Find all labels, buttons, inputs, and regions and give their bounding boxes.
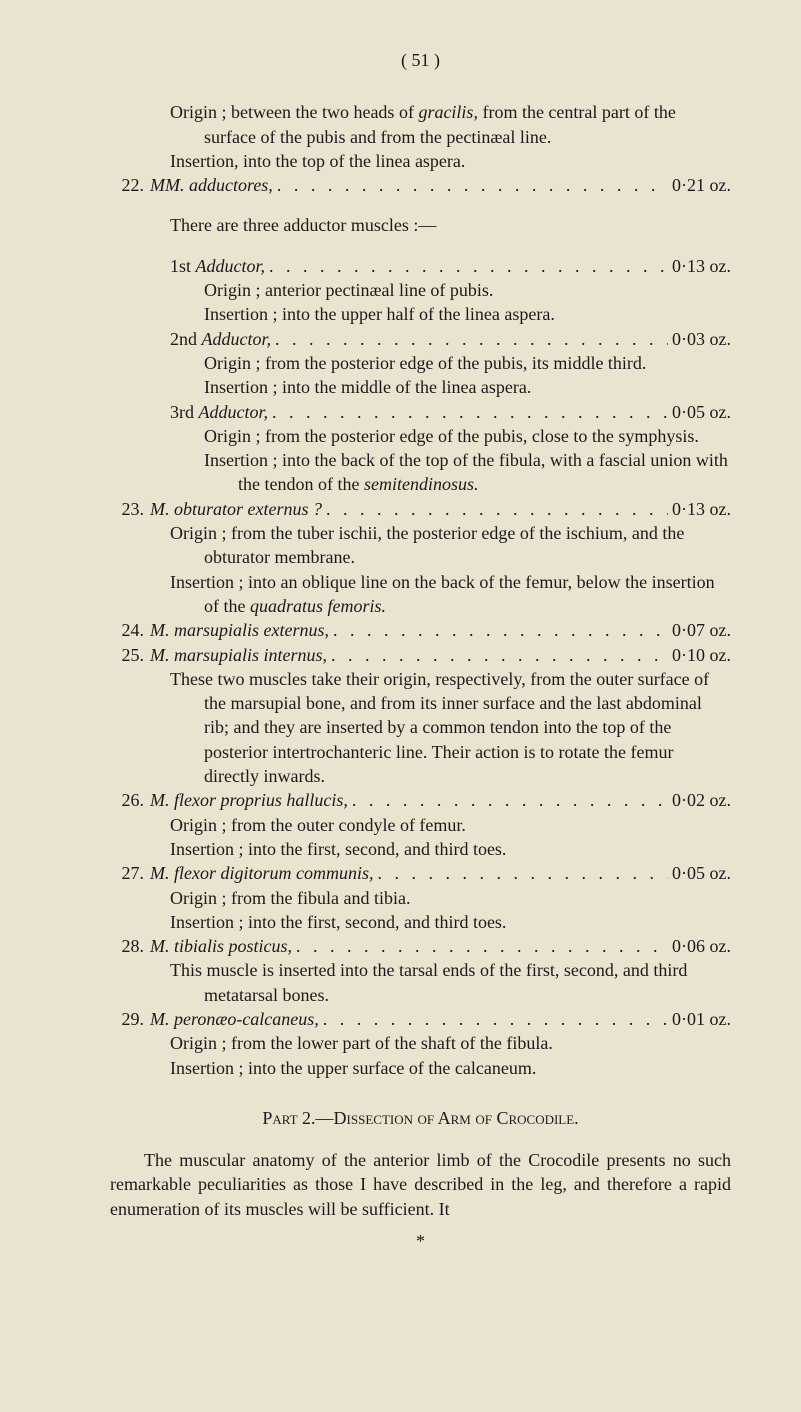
entry-26-insert: Insertion ; into the first, second, and … (110, 837, 731, 861)
entry-number: 27. (110, 861, 144, 885)
entry-weight: 0·21 oz. (672, 173, 731, 197)
final-paragraph: The muscular anatomy of the anterior lim… (110, 1148, 731, 1221)
entry-29-insert: Insertion ; into the upper surface of th… (110, 1056, 731, 1080)
entry-23-insert: Insertion ; into an oblique line on the … (110, 570, 731, 619)
dot-leader (272, 400, 668, 424)
entry-27-line: 27. M. flexor digitorum communis, 0·05 o… (110, 861, 731, 885)
adductor-1-insert: Insertion ; into the upper half of the l… (110, 302, 731, 326)
entry-label: MM. adductores, (150, 173, 273, 197)
entry-label: M. marsupialis internus, (150, 643, 327, 667)
entry-25-line: 25. M. marsupialis internus, 0·10 oz. (110, 643, 731, 667)
dot-leader (352, 788, 668, 812)
entry-29-origin: Origin ; from the lower part of the shaf… (110, 1031, 731, 1055)
entry-number: 25. (110, 643, 144, 667)
entry-22-line: 22. MM. adductores, 0·21 oz. (110, 173, 731, 197)
asterisk: * (110, 1229, 731, 1253)
entry-27-insert: Insertion ; into the first, second, and … (110, 910, 731, 934)
entry-weight: 0·10 oz. (672, 643, 731, 667)
entry-weight: 0·06 oz. (672, 934, 731, 958)
label: 1st Adductor, (170, 254, 265, 278)
entry-weight: 0·01 oz. (672, 1007, 731, 1031)
entry-23-line: 23. M. obturator externus ? 0·13 oz. (110, 497, 731, 521)
entry-weight: 0·02 oz. (672, 788, 731, 812)
entry-weight: 0·13 oz. (672, 497, 731, 521)
entry-label: M. flexor digitorum communis, (150, 861, 373, 885)
adductor-1-line: 1st Adductor, 0·13 oz. (110, 254, 731, 278)
entry-27-origin: Origin ; from the fibula and tibia. (110, 886, 731, 910)
entry-label: M. flexor proprius hallucis, (150, 788, 348, 812)
entry-29-line: 29. M. peronæo-calcaneus, 0·01 oz. (110, 1007, 731, 1031)
page-number: ( 51 ) (110, 48, 731, 72)
adductor-2-insert: Insertion ; into the middle of the linea… (110, 375, 731, 399)
entry-number: 24. (110, 618, 144, 642)
adductor-intro: There are three adductor muscles :— (110, 213, 731, 237)
dot-leader (323, 1007, 668, 1031)
entry-28-line: 28. M. tibialis posticus, 0·06 oz. (110, 934, 731, 958)
weight: 0·03 oz. (672, 327, 731, 351)
entry-24-line: 24. M. marsupialis externus, 0·07 oz. (110, 618, 731, 642)
entry-label: M. peronæo-calcaneus, (150, 1007, 319, 1031)
label: 2nd Adductor, (170, 327, 271, 351)
dot-leader (275, 327, 668, 351)
dot-leader (326, 497, 668, 521)
dot-leader (377, 861, 668, 885)
entry-number: 26. (110, 788, 144, 812)
dot-leader (269, 254, 668, 278)
entry-label: M. marsupialis externus, (150, 618, 329, 642)
label: 3rd Adductor, (170, 400, 268, 424)
dot-leader (296, 934, 668, 958)
dot-leader (277, 173, 668, 197)
entry-26-origin: Origin ; from the outer condyle of femur… (110, 813, 731, 837)
adductor-3-origin: Origin ; from the posterior edge of the … (110, 424, 731, 448)
entry-weight: 0·05 oz. (672, 861, 731, 885)
text: Origin ; between the two heads of (170, 102, 418, 122)
entry-22-insert: Insertion, into the top of the linea asp… (110, 149, 731, 173)
adductor-1-origin: Origin ; anterior pectinæal line of pubi… (110, 278, 731, 302)
adductor-3-line: 3rd Adductor, 0·05 oz. (110, 400, 731, 424)
entry-23-origin: Origin ; from the tuber ischii, the post… (110, 521, 731, 570)
entry-26-line: 26. M. flexor proprius hallucis, 0·02 oz… (110, 788, 731, 812)
entry-label: M. tibialis posticus, (150, 934, 292, 958)
dot-leader (333, 618, 668, 642)
weight: 0·13 oz. (672, 254, 731, 278)
entry-number: 22. (110, 173, 144, 197)
entry-25-desc: These two muscles take their origin, res… (110, 667, 731, 788)
entry-label: M. obturator externus ? (150, 497, 322, 521)
adductor-2-line: 2nd Adductor, 0·03 oz. (110, 327, 731, 351)
entry-22-origin: Origin ; between the two heads of gracil… (110, 100, 731, 149)
italic-term: gracilis, (418, 102, 478, 122)
dot-leader (331, 643, 668, 667)
entry-number: 28. (110, 934, 144, 958)
adductor-3-insert: Insertion ; into the back of the top of … (110, 448, 731, 497)
entry-number: 29. (110, 1007, 144, 1031)
adductor-2-origin: Origin ; from the posterior edge of the … (110, 351, 731, 375)
entry-weight: 0·07 oz. (672, 618, 731, 642)
entry-28-desc: This muscle is inserted into the tarsal … (110, 958, 731, 1007)
section-heading: Part 2.—Dissection of Arm of Crocodile. (110, 1106, 731, 1130)
entry-number: 23. (110, 497, 144, 521)
weight: 0·05 oz. (672, 400, 731, 424)
